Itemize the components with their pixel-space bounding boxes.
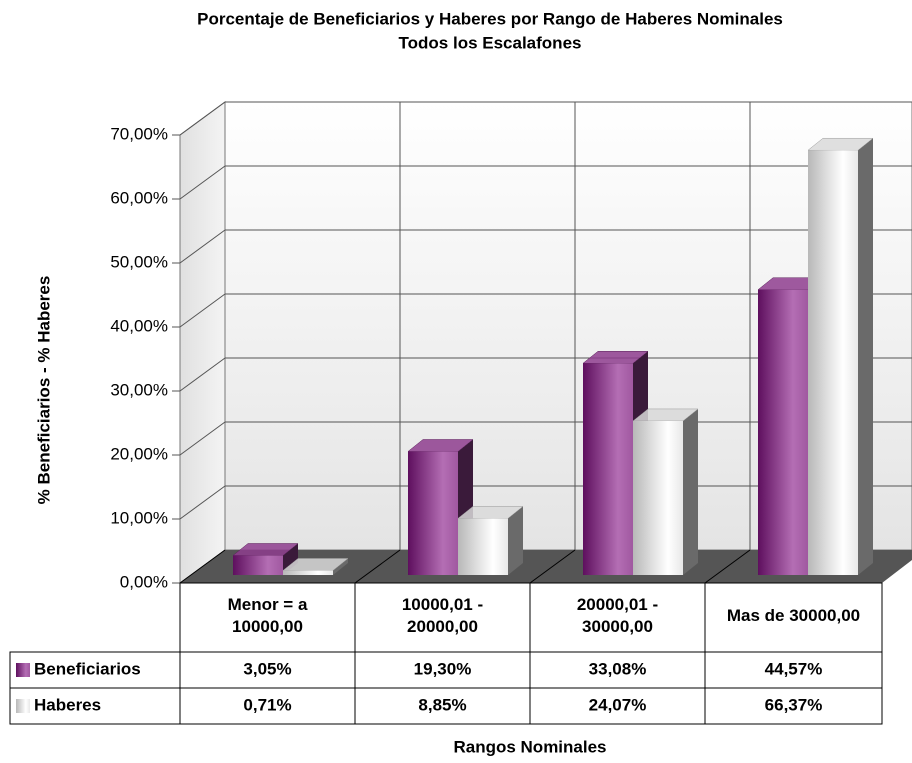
x-axis-title: Rangos Nominales: [453, 737, 606, 756]
x-tick-label: 10000,01 -20000,00: [402, 595, 483, 636]
y-tick-label: 10,00%: [110, 508, 168, 527]
bar: [407, 439, 474, 575]
chart-title: Porcentaje de Beneficiarios y Haberes po…: [197, 9, 783, 28]
bar-side: [858, 138, 873, 575]
data-label: 8,85%: [418, 695, 466, 714]
bar-front: [808, 150, 858, 575]
bar-front: [458, 518, 508, 575]
x-tick-label: 20000,01 -30000,00: [577, 595, 658, 636]
y-tick-label: 50,00%: [110, 252, 168, 271]
side-wall: [179, 101, 226, 584]
x-tick-label: Mas de 30000,00: [727, 606, 860, 625]
bar: [282, 558, 349, 575]
data-label: 0,71%: [243, 695, 291, 714]
bar-side: [683, 408, 698, 575]
y-tick-label: 70,00%: [110, 124, 168, 143]
y-tick-label: 0,00%: [120, 572, 168, 591]
bar-side: [283, 543, 298, 575]
bar-side: [333, 558, 348, 575]
legend-label: Beneficiarios: [34, 659, 141, 678]
data-label: 24,07%: [589, 695, 647, 714]
floor-divider: [179, 549, 226, 584]
floor-divider: [529, 549, 576, 584]
bar-side: [508, 506, 523, 575]
chart-subtitle: Todos los Escalafones: [399, 33, 582, 52]
grid-line: [179, 485, 226, 520]
data-label: 33,08%: [589, 659, 647, 678]
floor-divider: [704, 549, 751, 584]
data-table: Menor = a 10000,00 10000,01 -20000,00 20000…: [9, 582, 883, 725]
grid-line: [179, 421, 226, 456]
bar-front: [633, 420, 683, 575]
bar-front: [758, 289, 808, 575]
bar: [232, 543, 299, 575]
floor-divider: [354, 549, 401, 584]
legend-label: Haberes: [34, 695, 101, 714]
x-tick-label: Menor = a 10000,00: [228, 595, 308, 636]
grid-line: [179, 101, 226, 136]
data-label: 44,57%: [765, 659, 823, 678]
bar: [807, 137, 874, 575]
bar: [457, 506, 524, 575]
data-label: 19,30%: [414, 659, 472, 678]
y-tick-label: 20,00%: [110, 444, 168, 463]
grid-line: [179, 293, 226, 328]
plot: [179, 101, 912, 584]
bar: [632, 408, 699, 575]
y-tick-label: 60,00%: [110, 188, 168, 207]
y-axis-title: % Beneficiarios - % Haberes: [34, 276, 53, 505]
legend-swatch: [16, 699, 30, 713]
bar-front: [583, 363, 633, 575]
data-label: 3,05%: [243, 659, 291, 678]
grid-line: [179, 165, 226, 200]
floor: [180, 550, 912, 583]
bar-front: [408, 451, 458, 575]
data-label: 66,37%: [765, 695, 823, 714]
grid-line: [179, 357, 226, 392]
grid-line: [179, 229, 226, 264]
bar-front: [233, 555, 283, 575]
y-tick-label: 40,00%: [110, 316, 168, 335]
y-tick-label: 30,00%: [110, 380, 168, 399]
table-cell: [704, 687, 883, 725]
legend-swatch: [16, 663, 30, 677]
bar-front: [283, 570, 333, 575]
